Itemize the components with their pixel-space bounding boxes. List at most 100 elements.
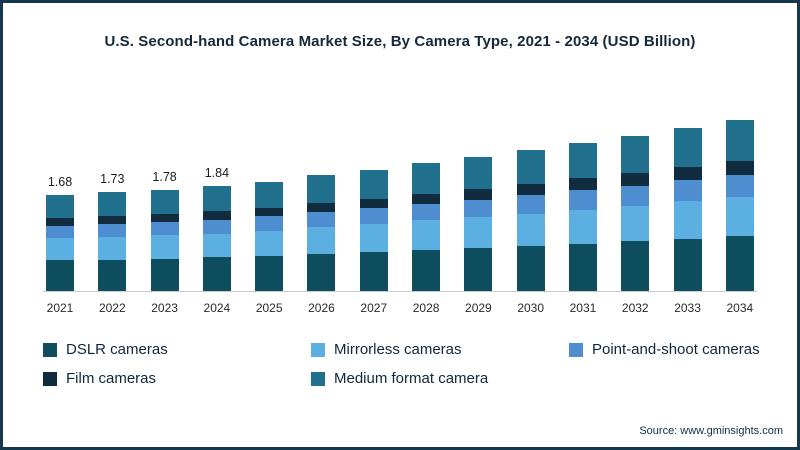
plot-area: 1.68 1.73 1.78 1.84: [43, 60, 757, 292]
bar-segment: [673, 201, 702, 239]
bar-segment: [307, 253, 336, 291]
legend-label: Film cameras: [66, 370, 157, 387]
bar-segment: [464, 199, 493, 218]
bar-segment: [307, 212, 336, 228]
bar-segment: [464, 217, 493, 249]
bar-segment: [255, 181, 284, 208]
x-axis-label: 2023: [151, 301, 178, 315]
bar-segment: [673, 179, 702, 202]
legend-item: Medium format camera: [311, 370, 569, 387]
legend-label: DSLR cameras: [66, 341, 168, 358]
x-axis-label: 2030: [517, 301, 545, 315]
bar-segment: [516, 213, 545, 246]
bar-segment: [725, 161, 754, 175]
bar-segment: [202, 257, 231, 291]
bar-segment: [98, 259, 127, 291]
bar-segment: [307, 203, 336, 213]
source-attribution: Source: www.gminsights.com: [639, 425, 783, 437]
bar: [516, 150, 545, 291]
bar-segment: [359, 252, 388, 291]
bar-segment: [307, 175, 336, 204]
x-axis-label: 2024: [203, 301, 231, 315]
bar-value-label: 1.68: [47, 175, 73, 190]
bar-segment: [359, 224, 388, 253]
bar-segment: [621, 241, 650, 291]
legend-item: Point-and-shoot cameras: [569, 341, 760, 358]
legend-item: Mirrorless cameras: [311, 341, 569, 358]
x-axis-label: 2034: [726, 301, 754, 315]
bar-segment: [516, 183, 545, 196]
bar-segment: [150, 189, 179, 215]
bar-segment: [202, 219, 231, 234]
bar-column: [357, 150, 391, 291]
bar: [98, 192, 127, 291]
bar-value-label: 1.73: [100, 172, 125, 187]
x-axis-label: 2033: [674, 301, 701, 315]
x-axis-label: 2028: [412, 301, 440, 315]
bar: [46, 195, 74, 291]
bar-segment: [516, 246, 545, 291]
legend-swatch-icon: [311, 342, 325, 357]
bar-column: 1.78: [148, 170, 182, 291]
legend-label: Medium format camera: [334, 370, 489, 387]
bar-column: [252, 162, 286, 291]
bar-column: [723, 100, 757, 291]
x-axis-label: 2029: [465, 301, 492, 315]
bar-segment: [412, 220, 441, 250]
chart-area: 1.68 1.73 1.78 1.84 2021 2022 2023 2024 2025 202…: [43, 60, 757, 315]
bar-segment: [46, 195, 74, 219]
bar-segment: [568, 190, 597, 210]
bar-column: 1.84: [200, 166, 234, 291]
bar-segment: [150, 258, 179, 291]
legend-swatch-icon: [311, 371, 325, 386]
bar-segment: [255, 255, 284, 291]
x-axis-labels: 2021 2022 2023 2024 2025 2026 2027 2028 2029 2030…: [43, 301, 757, 315]
bar-segment: [725, 174, 754, 198]
bar-column: [514, 130, 548, 291]
legend-label: Mirrorless cameras: [334, 341, 462, 358]
bar-segment: [359, 198, 388, 209]
bar: [359, 169, 388, 291]
bar-segment: [725, 120, 754, 162]
bar-segment: [98, 236, 127, 260]
bar-segment: [621, 185, 650, 206]
chart-title: U.S. Second-hand Camera Market Size, By …: [104, 33, 696, 50]
bar: [464, 157, 493, 291]
bar-segment: [150, 214, 179, 223]
bar-segment: [98, 224, 127, 237]
bar: [673, 127, 702, 291]
bar-segment: [98, 216, 127, 225]
bar-segment: [412, 162, 441, 194]
bar-segment: [46, 225, 74, 239]
legend-swatch-icon: [569, 342, 583, 357]
bar: [621, 136, 650, 291]
bar-column: 1.73: [95, 172, 129, 291]
bar-segment: [46, 260, 74, 291]
bar-segment: [568, 209, 597, 244]
bar-segment: [359, 169, 388, 199]
bar-segment: [46, 218, 74, 226]
bar-segment: [725, 197, 754, 237]
legend-item: DSLR cameras: [43, 341, 311, 358]
bar-value-label: 1.84: [204, 166, 230, 181]
x-axis-label: 2032: [621, 301, 649, 315]
legend-item: Film cameras: [43, 370, 311, 387]
bar-segment: [673, 127, 702, 167]
bar-column: [461, 137, 495, 291]
bar-segment: [725, 236, 754, 291]
x-axis-label: 2021: [46, 301, 74, 315]
bar-column: [304, 155, 338, 291]
bar-segment: [255, 230, 284, 256]
bar-segment: [150, 222, 179, 236]
bar-segment: [307, 227, 336, 254]
x-axis-label: 2026: [308, 301, 335, 315]
bar-segment: [412, 193, 441, 204]
bar-segment: [464, 157, 493, 189]
bar-column: [566, 123, 600, 291]
bar: [307, 175, 336, 291]
legend-swatch-icon: [43, 342, 57, 357]
bar-segment: [202, 211, 231, 220]
bar-column: 1.68: [43, 175, 77, 291]
bar-column: [618, 116, 652, 291]
bar: [202, 186, 231, 291]
